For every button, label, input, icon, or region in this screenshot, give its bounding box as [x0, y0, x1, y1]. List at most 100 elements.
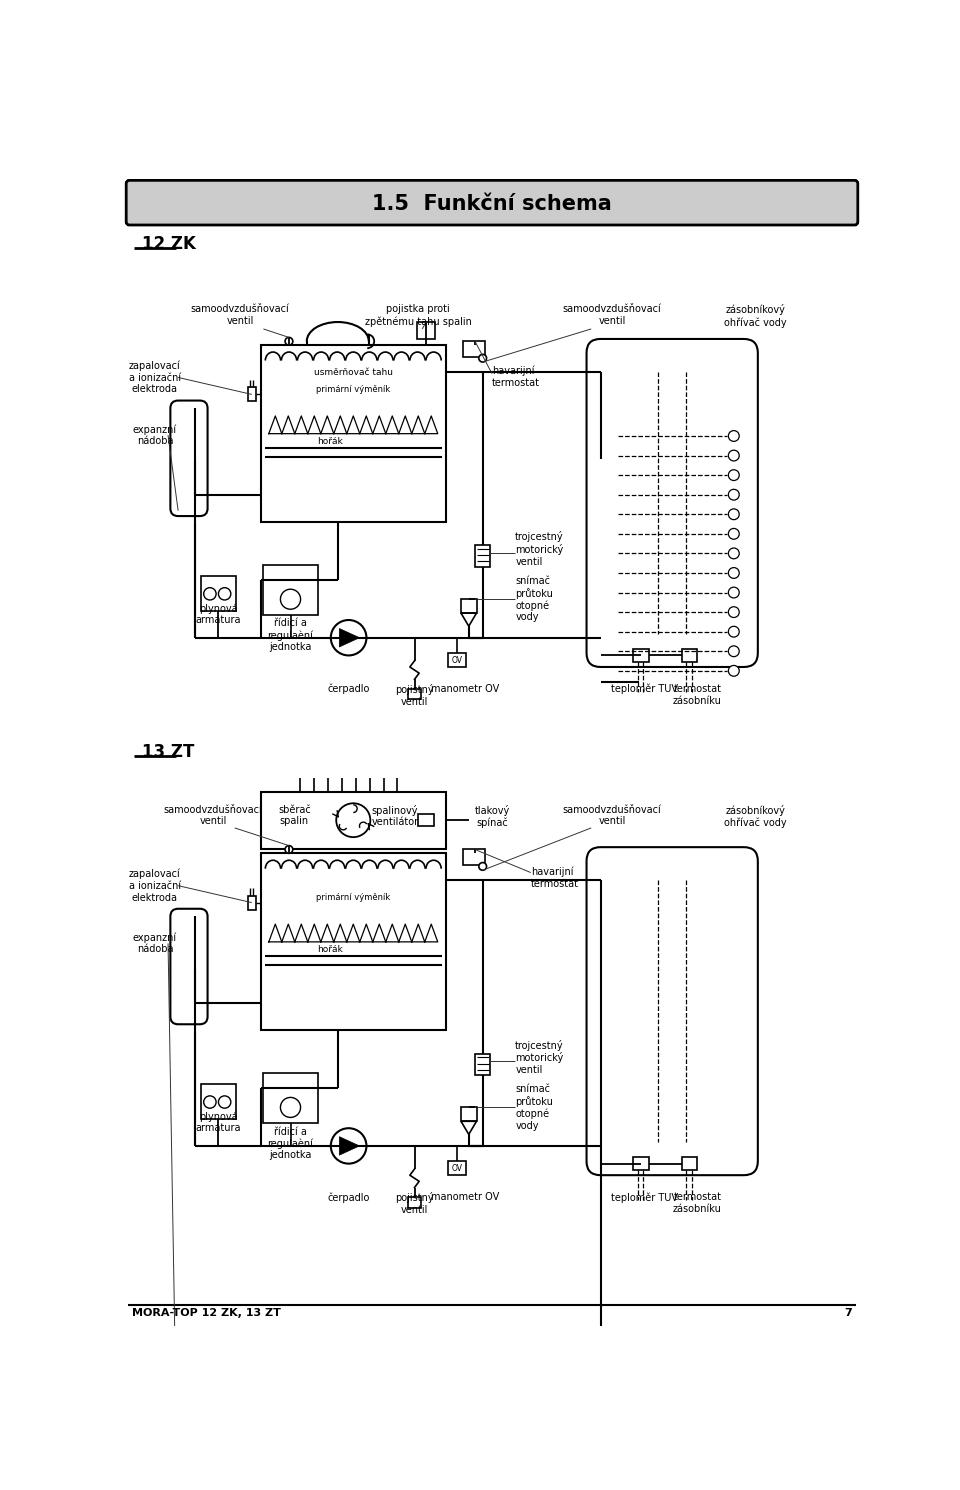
Text: usměrňovač tahu: usměrňovač tahu — [314, 368, 393, 377]
Text: pojistný
ventil: pojistný ventil — [396, 684, 434, 706]
Text: MORA-TOP 12 ZK, 13 ZT: MORA-TOP 12 ZK, 13 ZT — [132, 1308, 280, 1319]
Text: sběrač
spalin: sběrač spalin — [278, 805, 311, 827]
Circle shape — [729, 469, 739, 480]
Text: samoodvzdušňovací
ventil: samoodvzdušňovací ventil — [191, 304, 290, 326]
Bar — [633, 1158, 649, 1170]
Bar — [447, 653, 467, 668]
Text: samoodvzdušňovací
ventil: samoodvzdušňovací ventil — [563, 304, 661, 326]
Text: 7: 7 — [845, 1308, 852, 1319]
Circle shape — [729, 626, 739, 638]
Text: řídicí a
regulaèní
jednotka: řídicí a regulaèní jednotka — [268, 1126, 313, 1161]
Circle shape — [729, 606, 739, 617]
Bar — [461, 1107, 476, 1122]
Bar — [682, 650, 697, 662]
Bar — [261, 791, 445, 849]
Text: havarijní
termostat: havarijní termostat — [531, 866, 579, 888]
Text: teploměr TUV: teploměr TUV — [612, 1192, 678, 1202]
Text: zapalovací
a ionizační
elektroda: zapalovací a ionizační elektroda — [129, 869, 180, 903]
Circle shape — [729, 489, 739, 501]
Circle shape — [280, 1098, 300, 1118]
Bar — [261, 854, 445, 1031]
Text: plynová
armatura: plynová armatura — [196, 1112, 241, 1134]
Text: zásobníkový
ohřívač vody: zásobníkový ohřívač vody — [724, 304, 787, 328]
Text: řídicí a
regulaèní
jednotka: řídicí a regulaèní jednotka — [268, 618, 313, 653]
Text: pojistka proti
zpětnému tahu spalin: pojistka proti zpětnému tahu spalin — [365, 304, 471, 326]
Circle shape — [336, 803, 371, 837]
Text: zásobníkový
ohřívač vody: zásobníkový ohřívač vody — [724, 805, 787, 828]
Text: samoodvzdušňovací
ventil: samoodvzdušňovací ventil — [563, 805, 661, 827]
Polygon shape — [339, 1137, 359, 1155]
Text: čerpadlo: čerpadlo — [327, 684, 370, 694]
Text: primární výměník: primární výměník — [316, 386, 391, 395]
Text: hořák: hořák — [317, 945, 343, 954]
Text: zapalovací
a ionizační
elektroda: zapalovací a ionizační elektroda — [129, 361, 180, 395]
Circle shape — [729, 431, 739, 441]
Bar — [461, 599, 476, 612]
Bar — [475, 545, 491, 566]
Text: snímač
průtoku
otopné
vody: snímač průtoku otopné vody — [516, 1085, 553, 1131]
Circle shape — [729, 1447, 739, 1457]
Text: trojcestný
motorický
ventil: trojcestný motorický ventil — [516, 1040, 564, 1076]
FancyBboxPatch shape — [587, 338, 757, 668]
Text: 13 ZT: 13 ZT — [142, 744, 194, 761]
Bar — [248, 387, 255, 401]
Bar — [248, 895, 255, 909]
Circle shape — [285, 846, 293, 854]
Circle shape — [204, 1095, 216, 1109]
Text: 12 ZK: 12 ZK — [142, 235, 196, 253]
Circle shape — [479, 355, 487, 362]
Circle shape — [280, 589, 300, 609]
FancyBboxPatch shape — [587, 848, 757, 1176]
Text: pojistný
ventil: pojistný ventil — [396, 1192, 434, 1214]
Bar — [464, 341, 485, 356]
Circle shape — [331, 620, 367, 656]
Circle shape — [729, 587, 739, 597]
Circle shape — [204, 587, 216, 600]
Circle shape — [729, 548, 739, 559]
Circle shape — [729, 1466, 739, 1478]
Bar — [633, 650, 649, 662]
Text: hořák: hořák — [317, 437, 343, 446]
Text: termostat
zásobníku: termostat zásobníku — [673, 1192, 722, 1214]
FancyBboxPatch shape — [126, 180, 858, 225]
Bar — [447, 1161, 467, 1176]
Circle shape — [729, 1486, 739, 1490]
Bar — [263, 565, 318, 614]
Circle shape — [729, 645, 739, 657]
Circle shape — [331, 1128, 367, 1164]
Bar — [682, 1158, 697, 1170]
Text: teploměr TUV: teploměr TUV — [612, 684, 678, 694]
Bar — [202, 1085, 236, 1119]
Bar — [464, 849, 485, 864]
Text: tlakový
spínač: tlakový spínač — [474, 805, 510, 828]
Circle shape — [729, 510, 739, 520]
Bar — [408, 1196, 420, 1207]
Text: expanzní
nádoba: expanzní nádoba — [132, 425, 177, 447]
Text: spalinový
ventilátor: spalinový ventilátor — [372, 805, 419, 827]
FancyBboxPatch shape — [170, 909, 207, 1024]
Circle shape — [479, 863, 487, 870]
Text: termostat
zásobníku: termostat zásobníku — [673, 684, 722, 706]
Text: OV: OV — [451, 1164, 463, 1173]
Circle shape — [729, 450, 739, 460]
FancyBboxPatch shape — [170, 401, 207, 516]
Text: havarijní
termostat: havarijní termostat — [492, 367, 540, 387]
Text: samoodvzdušňovací
ventil: samoodvzdušňovací ventil — [163, 805, 262, 827]
Bar — [263, 1073, 318, 1123]
Text: primární výměník: primární výměník — [316, 894, 391, 903]
Bar — [417, 322, 436, 338]
Text: 1.5  Funkční schema: 1.5 Funkční schema — [372, 194, 612, 215]
Bar — [419, 814, 434, 827]
Circle shape — [729, 529, 739, 539]
Bar — [408, 688, 420, 699]
Bar — [475, 1053, 491, 1076]
Circle shape — [729, 568, 739, 578]
Text: manometr OV: manometr OV — [431, 1192, 499, 1202]
Circle shape — [285, 337, 293, 346]
Circle shape — [729, 666, 739, 676]
Text: snímač
průtoku
otopné
vody: snímač průtoku otopné vody — [516, 577, 553, 623]
Text: expanzní
nádoba: expanzní nádoba — [132, 933, 177, 955]
Text: plynová
armatura: plynová armatura — [196, 603, 241, 626]
Text: OV: OV — [451, 656, 463, 665]
Text: čerpadlo: čerpadlo — [327, 1192, 370, 1202]
